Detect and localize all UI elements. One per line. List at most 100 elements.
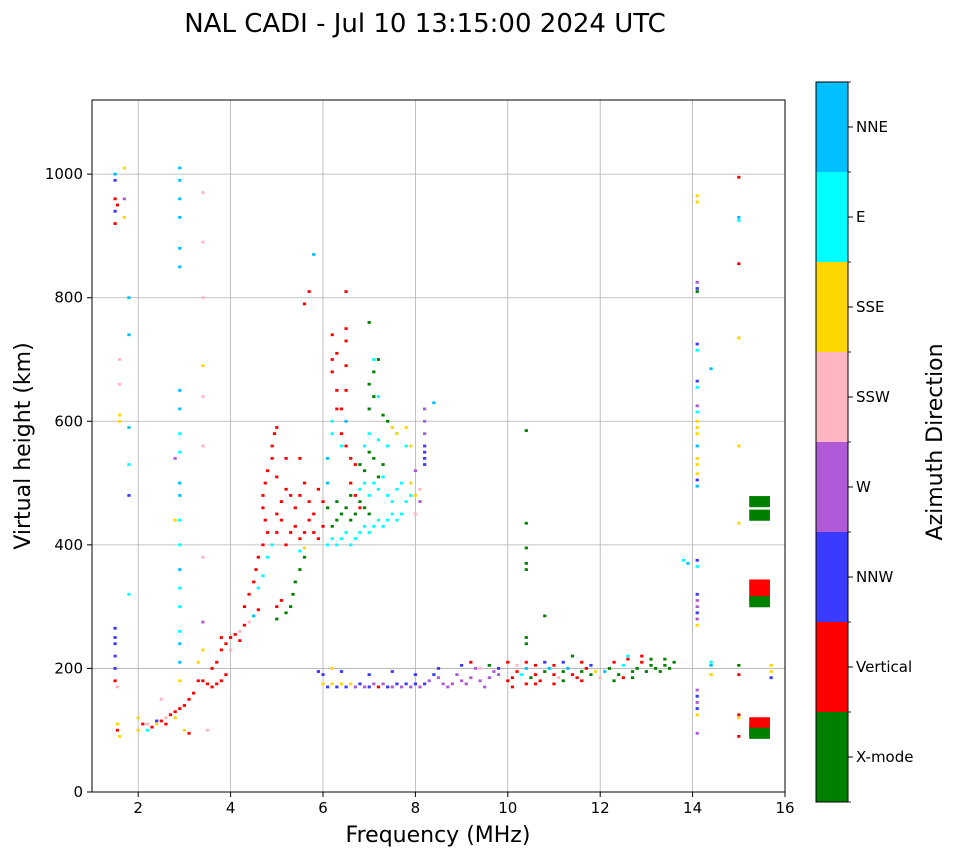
data-cell [316, 537, 320, 541]
data-cell [307, 290, 311, 293]
data-cell [344, 364, 348, 368]
data-cell [201, 648, 205, 652]
data-cell [298, 494, 302, 497]
data-cell [339, 407, 344, 411]
data-cell [695, 688, 699, 692]
data-cell [695, 731, 699, 735]
data-cell [201, 679, 205, 683]
data-cell [409, 685, 413, 689]
data-cell [552, 682, 556, 686]
data-cell [390, 426, 394, 429]
grid-lines [92, 100, 786, 793]
data-cell [353, 685, 357, 689]
data-cell [695, 592, 699, 596]
data-cell [570, 673, 575, 676]
data-cell [709, 660, 713, 664]
data-cell [409, 481, 413, 485]
data-cell [335, 500, 339, 503]
y-tick-label: 200 [54, 659, 83, 677]
data-cell [187, 697, 191, 701]
data-cell [358, 531, 362, 534]
data-cell [173, 716, 177, 720]
data-cell [326, 481, 330, 485]
y-tick-label: 800 [54, 289, 83, 307]
data-cell [115, 685, 120, 689]
data-cell [376, 475, 381, 479]
colorbar-category-label: SSW [856, 388, 890, 406]
data-cell [492, 670, 496, 673]
data-cell [423, 450, 427, 454]
data-cell [367, 382, 371, 386]
data-cell [115, 728, 120, 732]
data-cell [284, 487, 288, 491]
data-cell [330, 419, 334, 423]
data-cell [672, 660, 676, 664]
data-cell [263, 518, 267, 522]
data-cell [695, 463, 699, 466]
data-cell [261, 543, 265, 547]
data-cell [487, 676, 491, 680]
data-cell [284, 543, 288, 547]
data-cell [321, 524, 325, 528]
data-cell [769, 670, 773, 673]
data-cell [145, 722, 150, 726]
data-cell [326, 456, 330, 460]
data-cell [381, 463, 385, 466]
data-cell [362, 469, 367, 473]
data-cell [464, 682, 468, 686]
data-cell [164, 716, 168, 720]
data-cell [663, 657, 667, 661]
data-cell [335, 543, 339, 547]
data-cell [335, 351, 339, 355]
data-cell [695, 432, 699, 436]
data-cell [178, 265, 182, 269]
data-cell [118, 413, 122, 417]
data-cell [353, 512, 357, 516]
data-cell [326, 506, 330, 510]
data-cell [524, 562, 528, 565]
data-cell [436, 667, 441, 670]
data-cell [113, 626, 117, 630]
data-cell [487, 663, 491, 667]
data-cell [178, 642, 182, 646]
data-cell [436, 676, 441, 680]
data-cell [168, 713, 173, 717]
data-cell [695, 348, 699, 352]
data-cell [275, 426, 279, 429]
data-cell [506, 679, 510, 683]
data-cell [561, 660, 565, 664]
data-cell [695, 484, 699, 488]
data-cell [284, 611, 288, 615]
data-cell [413, 469, 418, 473]
data-cell [219, 679, 223, 683]
data-cell [399, 512, 404, 516]
data-cell [344, 531, 348, 534]
data-cell [335, 685, 339, 689]
data-cell [118, 358, 122, 361]
data-cell [695, 707, 699, 710]
data-cell [580, 660, 584, 664]
data-cell [390, 500, 394, 503]
data-cell [330, 537, 334, 541]
data-cell [644, 670, 649, 673]
data-cell [321, 673, 325, 676]
data-cell [510, 685, 515, 689]
data-cell [349, 494, 353, 497]
data-cell [113, 197, 117, 201]
data-cells [113, 166, 773, 739]
data-cell [293, 580, 297, 584]
colorbar-segment [816, 442, 848, 532]
data-cell [524, 521, 528, 525]
data-cell [178, 197, 182, 201]
data-cell [603, 670, 607, 673]
x-tick-label: 14 [683, 799, 702, 817]
data-cell [386, 419, 390, 423]
data-cell [390, 512, 394, 516]
data-cell [265, 555, 270, 559]
data-cell [543, 670, 547, 673]
data-cell [298, 537, 302, 541]
data-cell [404, 426, 408, 429]
data-cell [566, 667, 570, 670]
data-cell [335, 389, 339, 392]
data-cell [275, 475, 279, 479]
